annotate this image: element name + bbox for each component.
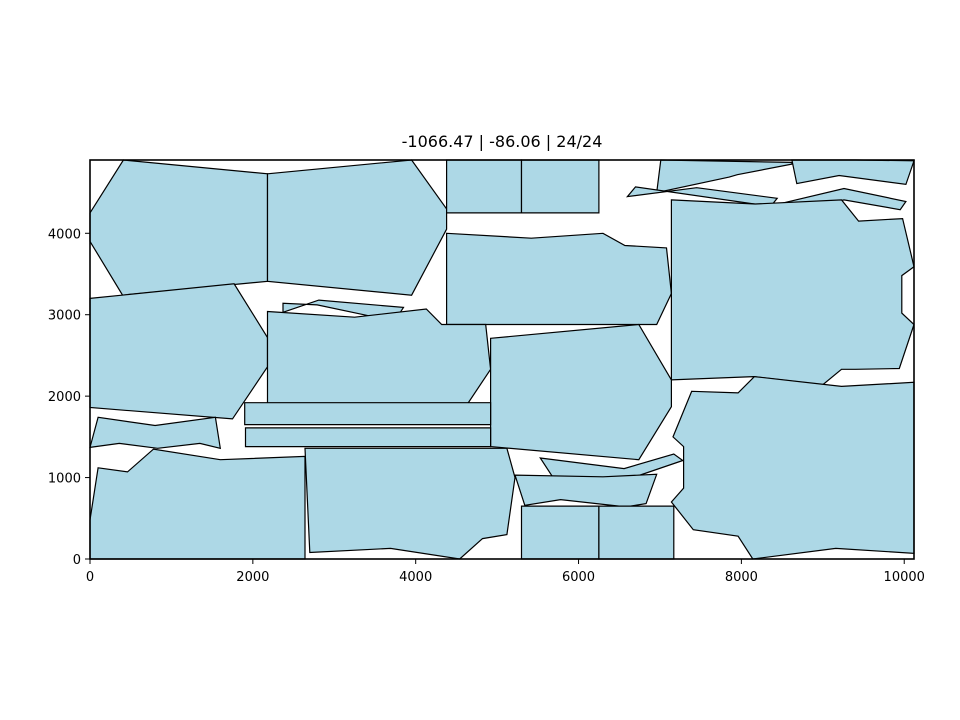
x-axis: 0 2000 4000 6000 8000 10000 bbox=[86, 559, 925, 585]
x-tick-label: 6000 bbox=[562, 570, 595, 585]
x-tick-label: 0 bbox=[86, 570, 94, 585]
chart-title: -1066.47 | -86.06 | 24/24 bbox=[402, 132, 603, 151]
polygon-10 bbox=[670, 199, 915, 386]
polygon-layer bbox=[89, 159, 915, 560]
polygon-9 bbox=[446, 232, 673, 326]
polygon-2 bbox=[266, 159, 448, 296]
polygon-17 bbox=[89, 416, 222, 450]
x-tick-label: 4000 bbox=[399, 570, 432, 585]
polygon-22 bbox=[520, 505, 600, 560]
y-tick-label: 1000 bbox=[48, 472, 81, 487]
y-tick-label: 2000 bbox=[48, 390, 81, 405]
y-tick-label: 4000 bbox=[48, 227, 81, 242]
polygon-23 bbox=[598, 505, 675, 560]
polygon-11 bbox=[89, 283, 269, 420]
polygon-1 bbox=[89, 159, 269, 296]
y-axis: 0 1000 2000 3000 4000 bbox=[48, 227, 90, 568]
polygon-15 bbox=[244, 402, 492, 426]
y-tick-label: 0 bbox=[73, 553, 81, 568]
x-tick-label: 10000 bbox=[884, 570, 925, 585]
polygon-3 bbox=[446, 159, 523, 214]
y-tick-label: 3000 bbox=[48, 309, 81, 324]
polygon-19 bbox=[304, 447, 516, 560]
polygon-4 bbox=[520, 159, 600, 214]
polygon-16 bbox=[244, 427, 492, 448]
x-tick-label: 2000 bbox=[236, 570, 269, 585]
polygon-7 bbox=[625, 186, 779, 208]
polygon-24 bbox=[670, 375, 915, 560]
polygon-21 bbox=[514, 473, 658, 508]
x-tick-label: 8000 bbox=[725, 570, 758, 585]
polygon-14 bbox=[490, 323, 673, 461]
plot-frame bbox=[89, 159, 915, 560]
